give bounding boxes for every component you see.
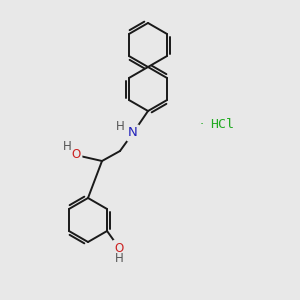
Text: N: N [128,127,138,140]
Text: HCl: HCl [210,118,234,131]
Text: O: O [71,148,81,160]
Text: H: H [115,251,123,265]
Text: O: O [114,242,124,254]
Text: ·: · [200,118,208,131]
Text: H: H [63,140,71,154]
Text: H: H [116,119,124,133]
